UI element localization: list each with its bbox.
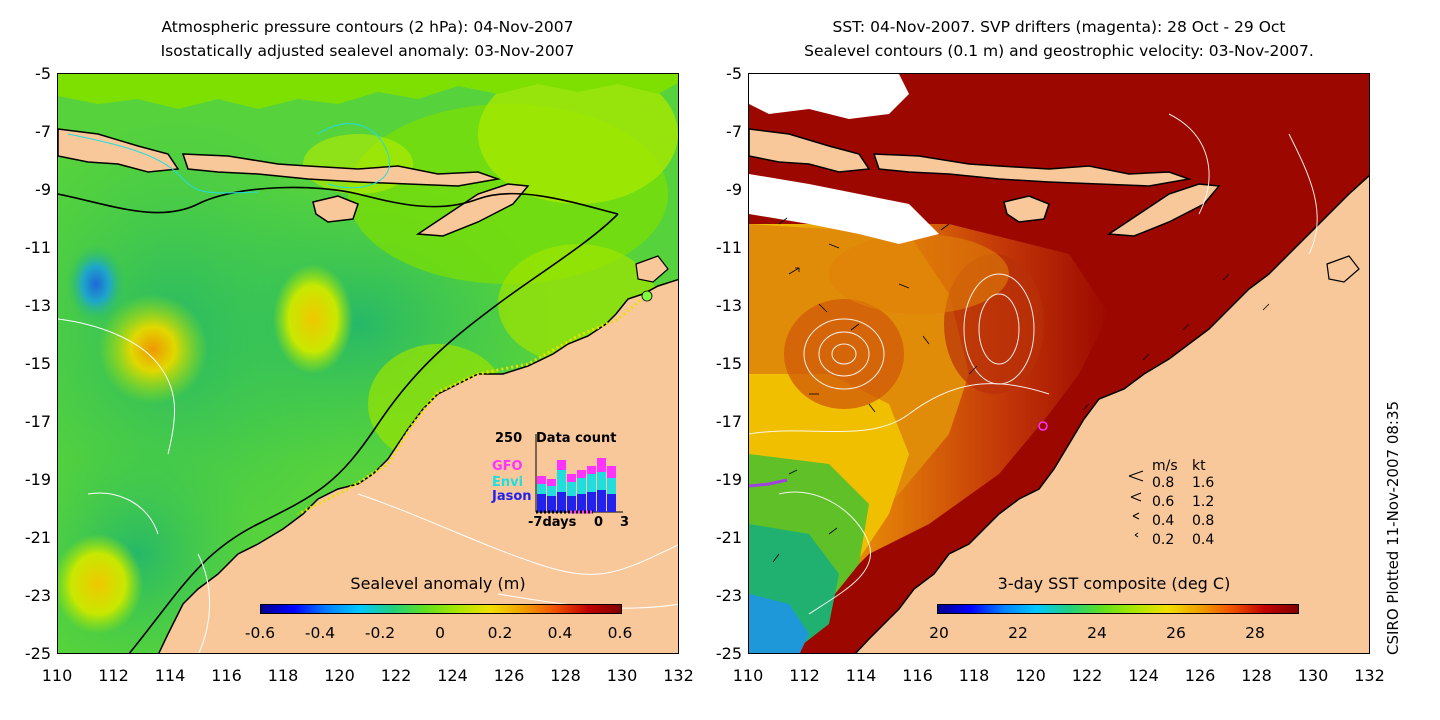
inset-legend-envi: Envi <box>492 475 524 490</box>
velocity-legend-header-kt: kt <box>1192 458 1206 474</box>
sst-colorbar <box>937 604 1299 614</box>
y-tick-label: -25 <box>715 644 742 663</box>
y-tick-label: -21 <box>715 528 742 547</box>
velocity-legend-row-kt: 0.8 <box>1192 513 1215 529</box>
x-tick-label: 112 <box>98 666 129 685</box>
x-tick-label: 114 <box>154 666 186 685</box>
data-count-histogram <box>535 434 623 514</box>
x-tick-label: 124 <box>1128 666 1159 685</box>
y-tick-label: -19 <box>24 470 51 489</box>
x-tick-label: 128 <box>550 666 581 685</box>
left-cbar-tick: 0.6 <box>607 624 633 642</box>
left-colorbar-title: Sealevel anomaly (m) <box>350 574 526 593</box>
y-tick-label: -11 <box>715 238 742 257</box>
sealevel-colorbar <box>260 604 622 614</box>
right-title-line1: SST: 04-Nov-2007. SVP drifters (magenta)… <box>832 18 1286 36</box>
y-tick-label: -7 <box>726 122 742 141</box>
x-tick-label: 124 <box>437 666 468 685</box>
inset-xlabel-right: 3 <box>620 515 630 530</box>
x-tick-label: 110 <box>41 666 73 685</box>
x-tick-label: 118 <box>958 666 990 685</box>
left-cbar-tick: -0.6 <box>244 624 276 642</box>
plot-credit: CSIRO Plotted 11-Nov-2007 08:35 <box>1384 400 1402 655</box>
y-tick-label: -7 <box>35 122 51 141</box>
velocity-legend-row-ms: 0.4 <box>1152 513 1175 529</box>
x-tick-label: 130 <box>606 666 638 685</box>
velocity-legend-row-ms: 0.8 <box>1152 475 1175 491</box>
inset-legend-jason: Jason <box>492 489 532 504</box>
right-cbar-tick: 26 <box>1166 624 1186 642</box>
velocity-legend-row-kt: 1.2 <box>1192 494 1215 510</box>
y-tick-label: -23 <box>715 586 742 605</box>
y-tick-label: -9 <box>35 180 51 199</box>
x-tick-label: 130 <box>1297 666 1329 685</box>
y-tick-label: -17 <box>715 412 742 431</box>
inset-xlabel-left: -7days <box>528 515 577 530</box>
y-tick-label: -13 <box>24 296 51 315</box>
sst-map: m/s kt 0.8 1.6 0.6 1.2 0.4 0.8 0.2 0.4 3… <box>748 73 1370 654</box>
velocity-legend-row-ms: 0.6 <box>1152 494 1175 510</box>
x-tick-label: 120 <box>324 666 355 685</box>
y-tick-label: -21 <box>24 528 51 547</box>
velocity-legend-row-kt: 1.6 <box>1192 475 1215 491</box>
x-tick-label: 114 <box>845 666 877 685</box>
x-tick-label: 116 <box>902 666 933 685</box>
x-tick-label: 126 <box>1184 666 1216 685</box>
y-tick-label: -15 <box>715 354 742 373</box>
y-tick-label: -15 <box>24 354 51 373</box>
y-tick-label: -9 <box>726 180 742 199</box>
histogram-bars <box>537 458 616 512</box>
inset-xlabel-mid: 0 <box>594 515 604 530</box>
x-tick-label: 112 <box>789 666 820 685</box>
left-cbar-tick: 0.4 <box>547 624 573 642</box>
left-cbar-tick: 0.2 <box>487 624 513 642</box>
x-tick-label: 126 <box>493 666 525 685</box>
inset-title: Data count <box>536 431 617 446</box>
inset-250-label: 250 <box>495 431 523 446</box>
right-cbar-tick: 24 <box>1087 624 1107 642</box>
x-tick-label: 122 <box>380 666 412 685</box>
velocity-arrows <box>772 217 1270 563</box>
left-cbar-tick: -0.4 <box>304 624 336 642</box>
y-tick-label: -5 <box>35 64 51 83</box>
sealevel-anomaly-map: 250 Data count GFO Envi Jason -7days 0 3… <box>57 73 679 654</box>
x-tick-label: 132 <box>663 666 694 685</box>
x-tick-label: 118 <box>267 666 299 685</box>
x-tick-label: 110 <box>732 666 764 685</box>
velocity-legend-header-ms: m/s <box>1152 458 1178 474</box>
right-colorbar-title: 3-day SST composite (deg C) <box>997 574 1231 593</box>
right-title-line2: Sealevel contours (0.1 m) and geostrophi… <box>804 42 1314 60</box>
left-cbar-tick: -0.2 <box>364 624 396 642</box>
x-tick-label: 116 <box>211 666 242 685</box>
x-tick-label: 120 <box>1015 666 1046 685</box>
velocity-legend-row-kt: 0.4 <box>1192 532 1215 548</box>
left-title-line1: Atmospheric pressure contours (2 hPa): 0… <box>161 18 574 36</box>
inset-legend-gfo: GFO <box>492 459 523 474</box>
left-cbar-tick: 0 <box>435 624 445 642</box>
y-tick-label: -25 <box>24 644 51 663</box>
right-cbar-tick: 20 <box>929 624 949 642</box>
y-tick-label: -19 <box>715 470 742 489</box>
right-cbar-tick: 28 <box>1245 624 1265 642</box>
y-tick-label: -5 <box>726 64 742 83</box>
x-tick-label: 128 <box>1241 666 1272 685</box>
y-tick-label: -17 <box>24 412 51 431</box>
right-cbar-tick: 22 <box>1008 624 1028 642</box>
x-tick-label: 122 <box>1071 666 1103 685</box>
x-tick-label: 132 <box>1354 666 1385 685</box>
left-title-line2: Isostatically adjusted sealevel anomaly:… <box>160 42 575 60</box>
velocity-legend-row-ms: 0.2 <box>1152 532 1175 548</box>
y-tick-label: -13 <box>715 296 742 315</box>
y-tick-label: -23 <box>24 586 51 605</box>
y-tick-label: -11 <box>24 238 51 257</box>
